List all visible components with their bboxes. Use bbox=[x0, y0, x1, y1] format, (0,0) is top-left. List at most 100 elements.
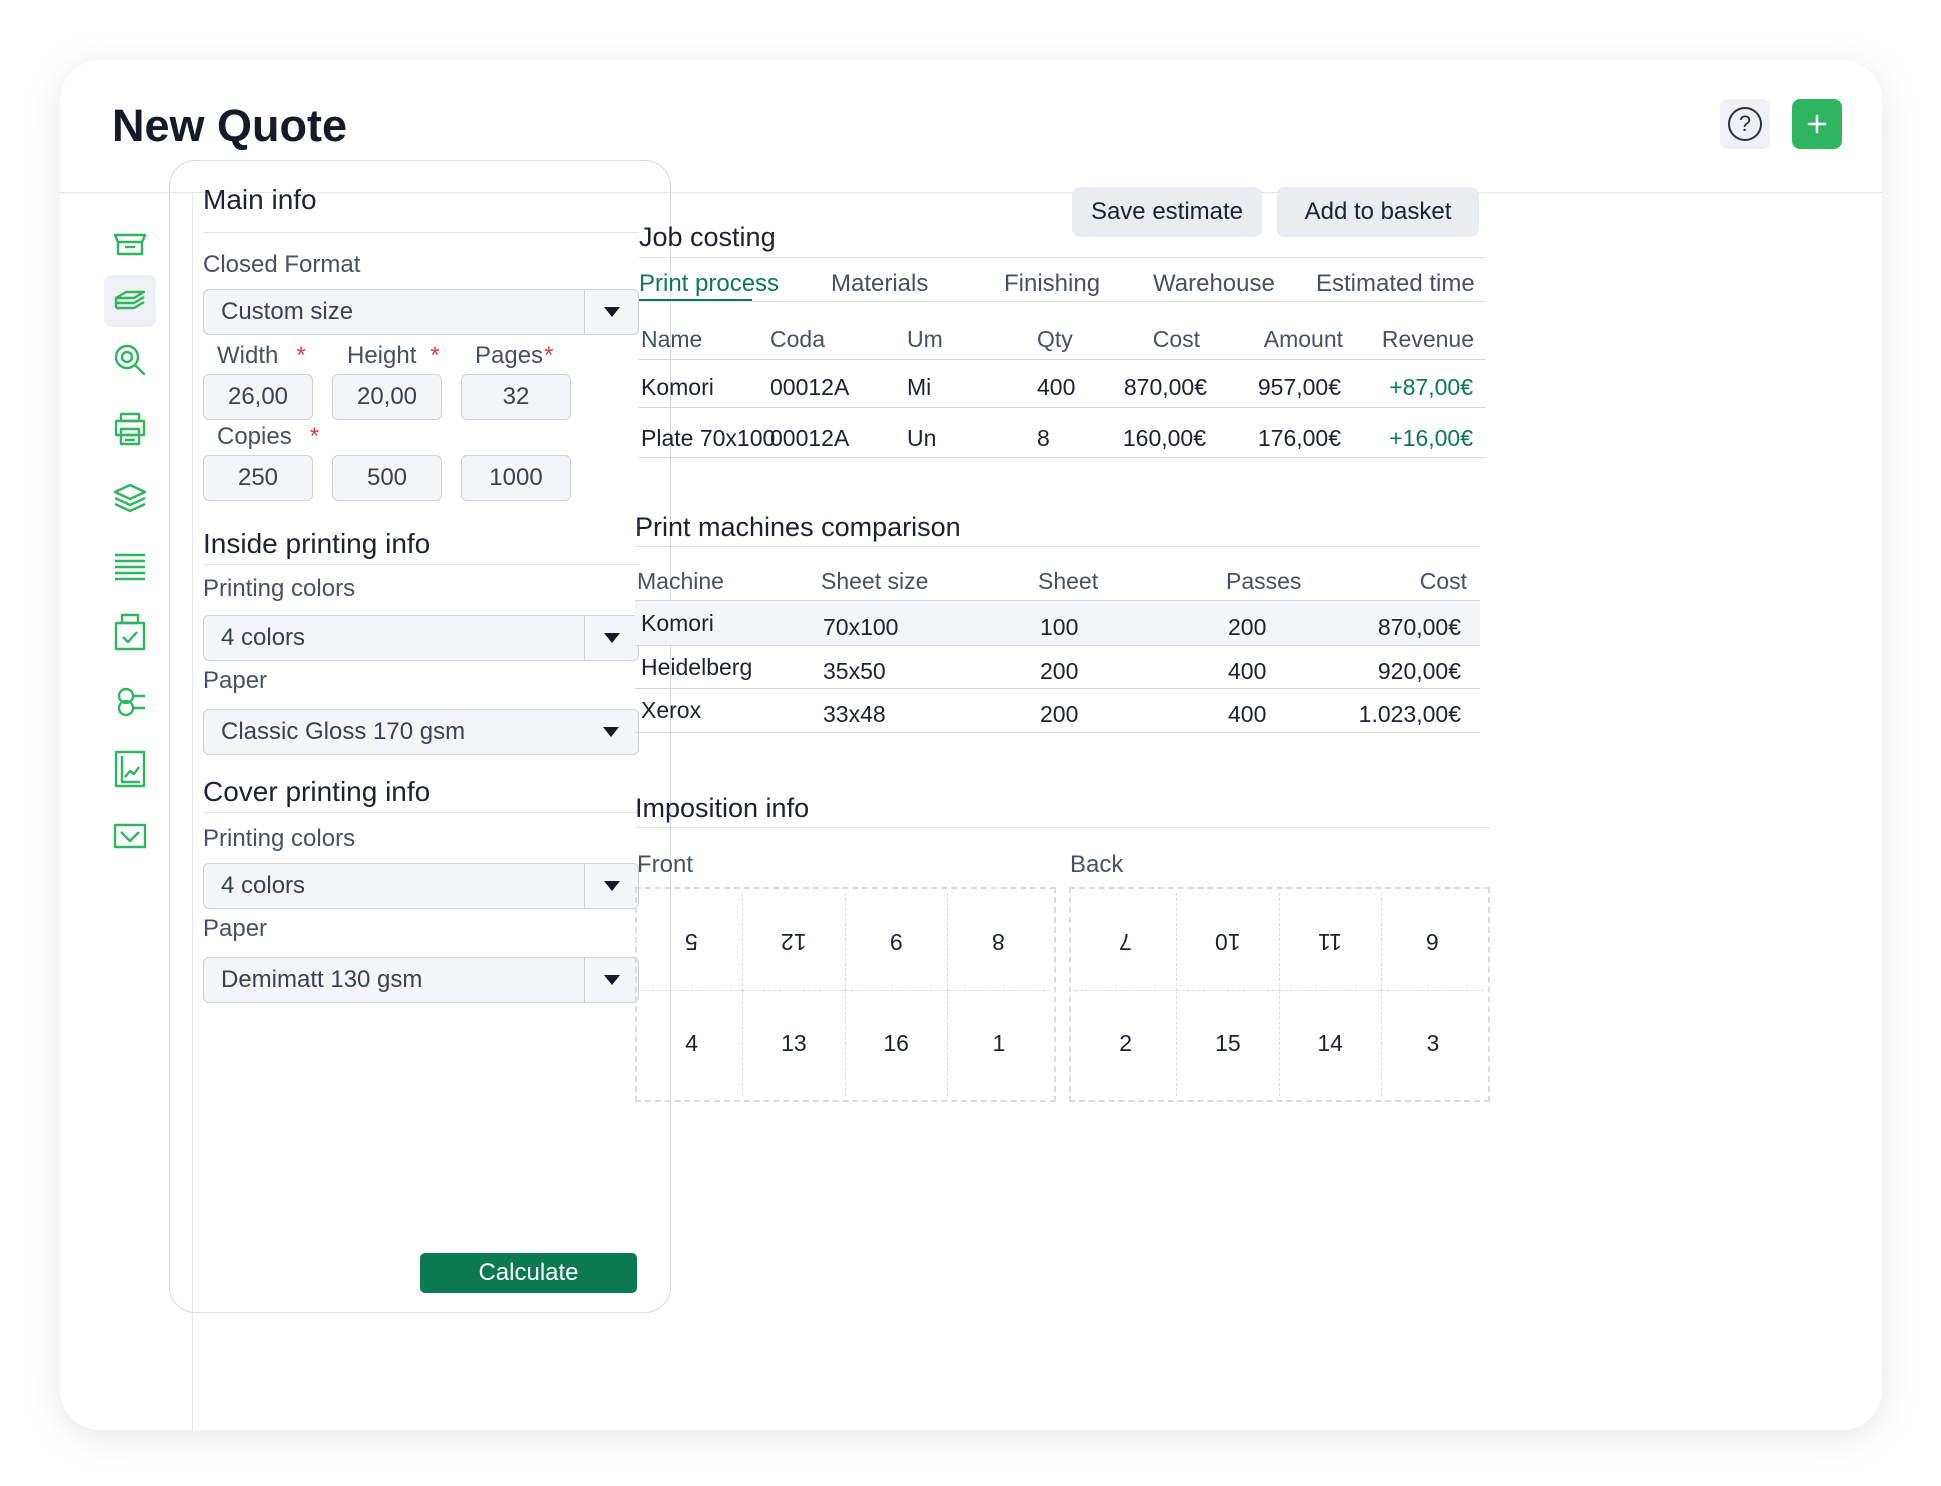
sidebar-item-packaging[interactable] bbox=[104, 606, 156, 658]
cell-machine: Xerox bbox=[641, 697, 702, 723]
column-header: Passes bbox=[1226, 568, 1302, 594]
sidebar bbox=[60, 193, 193, 1430]
cell-machine: Komori bbox=[641, 610, 714, 636]
cell-cost: 160,00€ bbox=[1122, 425, 1206, 451]
cell-um: Un bbox=[907, 425, 937, 451]
divider bbox=[635, 688, 1480, 689]
pages-label: Pages* bbox=[475, 342, 554, 369]
column-header: Sheet size bbox=[821, 568, 929, 594]
inside-paper-select[interactable]: Classic Gloss 170 gsm bbox=[203, 709, 639, 755]
job-costing-title: Job costing bbox=[639, 222, 776, 252]
sidebar-item-rolls[interactable] bbox=[104, 676, 156, 728]
calculate-button[interactable]: Calculate bbox=[420, 1253, 637, 1293]
tab-materials[interactable]: Materials bbox=[831, 270, 929, 297]
page-cell: 2 bbox=[1075, 990, 1178, 1096]
save-estimate-button[interactable]: Save estimate bbox=[1072, 187, 1262, 237]
cover-paper-select[interactable]: Demimatt 130 gsm bbox=[203, 957, 639, 1003]
divider bbox=[635, 732, 1480, 733]
active-tab-indicator bbox=[639, 299, 752, 302]
table-row-highlight bbox=[635, 601, 1480, 645]
cell-name: Plate 70x100 bbox=[641, 425, 776, 451]
sidebar-item-messages[interactable] bbox=[104, 810, 156, 862]
cover-colors-label: Printing colors bbox=[203, 825, 356, 852]
cover-paper-value: Demimatt 130 gsm bbox=[221, 966, 423, 993]
cell-passes: 200 bbox=[1228, 614, 1267, 640]
sidebar-item-search[interactable] bbox=[104, 334, 156, 386]
column-header: Qty bbox=[1037, 326, 1073, 352]
column-header: Coda bbox=[770, 326, 825, 352]
page-cell: 11 bbox=[1279, 893, 1382, 991]
cell-code: 00012A bbox=[770, 374, 850, 400]
copies-input-1[interactable]: 250 bbox=[203, 455, 313, 501]
column-header: Um bbox=[907, 326, 943, 352]
cell-sheet: 200 bbox=[1040, 658, 1079, 684]
paper-stack-icon bbox=[114, 290, 146, 310]
question-circle-icon: ? bbox=[1728, 107, 1762, 141]
cover-colors-select[interactable]: 4 colors bbox=[203, 863, 639, 909]
add-to-basket-button[interactable]: Add to basket bbox=[1277, 187, 1479, 237]
divider bbox=[639, 257, 1486, 258]
divider bbox=[203, 232, 639, 233]
sidebar-item-reports[interactable] bbox=[104, 743, 156, 795]
sidebar-item-papers[interactable] bbox=[104, 275, 156, 327]
cell-amount: 176,00€ bbox=[1257, 425, 1341, 451]
cell-cost: 1.023,00€ bbox=[1358, 701, 1461, 727]
machines-comparison-title: Print machines comparison bbox=[635, 512, 961, 542]
divider bbox=[639, 301, 1486, 302]
height-input[interactable]: 20,00 bbox=[332, 374, 442, 420]
main-info-title: Main info bbox=[203, 184, 317, 215]
inside-colors-value: 4 colors bbox=[221, 624, 306, 651]
sheets-icon bbox=[115, 553, 145, 581]
imposition-title: Imposition info bbox=[635, 793, 810, 823]
column-header: Cost bbox=[1419, 568, 1467, 594]
page-cell: 4 bbox=[641, 990, 744, 1096]
sidebar-item-print[interactable] bbox=[104, 403, 156, 455]
tab-estimated-time[interactable]: Estimated time bbox=[1316, 270, 1475, 297]
tab-print-process[interactable]: Print process bbox=[639, 270, 780, 297]
sidebar-item-quotes[interactable] bbox=[104, 218, 156, 270]
copies-label: Copies * bbox=[217, 423, 320, 450]
page-title: New Quote bbox=[112, 100, 348, 151]
sidebar-item-layers[interactable] bbox=[104, 472, 156, 524]
cell-sheet: 100 bbox=[1040, 614, 1079, 640]
tab-finishing[interactable]: Finishing bbox=[1004, 270, 1101, 297]
closed-format-label: Closed Format bbox=[203, 251, 361, 278]
cell-name: Komori bbox=[641, 374, 714, 400]
page-cell: 9 bbox=[845, 893, 948, 991]
cover-printing-title: Cover printing info bbox=[203, 776, 431, 807]
back-label: Back bbox=[1070, 851, 1124, 878]
page-cell: 1 bbox=[992, 1029, 1006, 1056]
help-button[interactable]: ? bbox=[1720, 99, 1770, 149]
divider bbox=[639, 457, 1486, 458]
page-cell: 14 bbox=[1280, 990, 1382, 1096]
column-header: Cost bbox=[1152, 326, 1200, 352]
chevron-down-icon bbox=[584, 864, 638, 908]
page-cell: 16 bbox=[846, 990, 948, 1096]
tab-warehouse[interactable]: Warehouse bbox=[1153, 270, 1275, 297]
printer-icon bbox=[114, 412, 146, 446]
divider bbox=[203, 812, 639, 813]
divider bbox=[635, 827, 1490, 828]
cell-cost: 920,00€ bbox=[1377, 658, 1461, 684]
divider bbox=[203, 564, 639, 565]
chevron-down-icon bbox=[584, 290, 638, 334]
width-input[interactable]: 26,00 bbox=[203, 374, 313, 420]
page-cell: 10 bbox=[1177, 893, 1280, 991]
chevron-down-icon bbox=[584, 958, 638, 1002]
closed-format-select[interactable]: Custom size bbox=[203, 289, 639, 335]
add-button[interactable] bbox=[1792, 99, 1842, 149]
cell-revenue: +16,00€ bbox=[1389, 425, 1473, 451]
cell-code: 00012A bbox=[770, 425, 850, 451]
sidebar-item-sheets[interactable] bbox=[104, 540, 156, 592]
page-cell: 6 bbox=[1381, 893, 1484, 991]
column-header: Sheet bbox=[1038, 568, 1099, 594]
cell-machine: Heidelberg bbox=[641, 654, 753, 680]
copies-input-3[interactable]: 1000 bbox=[461, 455, 571, 501]
copies-input-2[interactable]: 500 bbox=[332, 455, 442, 501]
package-check-icon bbox=[114, 613, 146, 651]
quote-form-panel bbox=[169, 160, 671, 1313]
envelope-check-icon bbox=[113, 823, 147, 849]
page-cell: 8 bbox=[947, 893, 1050, 991]
inside-colors-select[interactable]: 4 colors bbox=[203, 615, 639, 661]
pages-input[interactable]: 32 bbox=[461, 374, 571, 420]
